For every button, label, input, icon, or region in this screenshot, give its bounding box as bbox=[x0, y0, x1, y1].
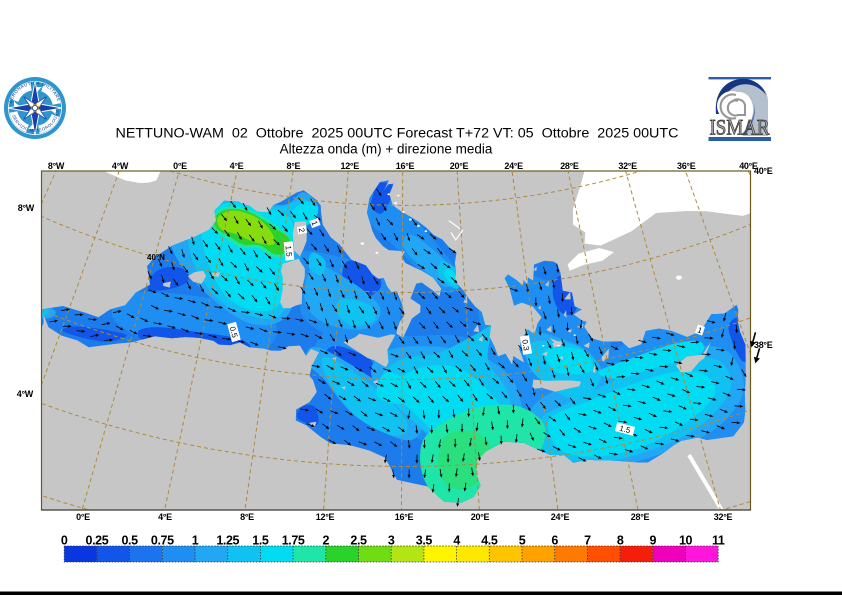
svg-text:1.5: 1.5 bbox=[284, 245, 294, 257]
svg-text:28°E: 28°E bbox=[631, 512, 650, 522]
svg-text:7: 7 bbox=[584, 534, 591, 548]
svg-text:0.5: 0.5 bbox=[122, 534, 139, 548]
svg-text:8°E: 8°E bbox=[287, 161, 301, 171]
svg-text:16°E: 16°E bbox=[396, 161, 415, 171]
svg-text:1.75: 1.75 bbox=[282, 534, 305, 548]
svg-text:28°E: 28°E bbox=[560, 161, 579, 171]
svg-text:0.25: 0.25 bbox=[86, 534, 109, 548]
svg-text:6: 6 bbox=[551, 534, 558, 548]
svg-text:36°E: 36°E bbox=[677, 161, 696, 171]
svg-text:1: 1 bbox=[192, 534, 199, 548]
svg-text:20°E: 20°E bbox=[471, 512, 490, 522]
svg-text:3.5: 3.5 bbox=[416, 534, 433, 548]
svg-text:1.25: 1.25 bbox=[216, 534, 239, 548]
svg-text:40°E: 40°E bbox=[754, 166, 773, 176]
svg-text:24°E: 24°E bbox=[551, 512, 570, 522]
svg-text:0°E: 0°E bbox=[173, 161, 187, 171]
svg-text:4: 4 bbox=[453, 534, 460, 548]
svg-text:1.5: 1.5 bbox=[252, 534, 269, 548]
svg-text:2.5: 2.5 bbox=[350, 534, 367, 548]
svg-text:0.75: 0.75 bbox=[151, 534, 174, 548]
svg-text:20°E: 20°E bbox=[450, 161, 469, 171]
svg-text:16°E: 16°E bbox=[395, 512, 414, 522]
svg-text:8°E: 8°E bbox=[240, 512, 254, 522]
svg-text:0: 0 bbox=[61, 534, 68, 548]
svg-text:4°E: 4°E bbox=[230, 161, 244, 171]
svg-text:8: 8 bbox=[617, 534, 624, 548]
svg-text:32°E: 32°E bbox=[714, 512, 733, 522]
svg-text:0.5: 0.5 bbox=[228, 326, 240, 340]
svg-text:40°N: 40°N bbox=[147, 253, 165, 262]
svg-text:12°E: 12°E bbox=[340, 161, 359, 171]
svg-text:32°E: 32°E bbox=[618, 161, 637, 171]
svg-text:9: 9 bbox=[650, 534, 657, 548]
svg-text:Altezza onda (m) + direzione m: Altezza onda (m) + direzione media bbox=[280, 142, 493, 157]
svg-text:4.5: 4.5 bbox=[481, 534, 498, 548]
svg-text:1.5: 1.5 bbox=[618, 424, 632, 436]
svg-text:8°W: 8°W bbox=[48, 161, 65, 171]
svg-text:2: 2 bbox=[323, 534, 330, 548]
svg-text:24°E: 24°E bbox=[504, 161, 523, 171]
svg-text:1: 1 bbox=[310, 220, 320, 228]
svg-text:0.3: 0.3 bbox=[520, 339, 531, 352]
svg-text:2: 2 bbox=[297, 227, 307, 233]
svg-text:0°E: 0°E bbox=[76, 512, 90, 522]
svg-text:4°W: 4°W bbox=[112, 161, 129, 171]
svg-text:ISMAR: ISMAR bbox=[710, 115, 770, 140]
svg-text:12°E: 12°E bbox=[316, 512, 335, 522]
svg-text:40°E: 40°E bbox=[739, 161, 758, 171]
svg-text:4°E: 4°E bbox=[158, 512, 172, 522]
svg-text:5: 5 bbox=[519, 534, 526, 548]
svg-text:8°W: 8°W bbox=[18, 203, 35, 213]
svg-text:3: 3 bbox=[388, 534, 395, 548]
svg-text:1: 1 bbox=[696, 325, 704, 335]
svg-text:4°W: 4°W bbox=[17, 389, 34, 399]
svg-text:10: 10 bbox=[679, 534, 693, 548]
svg-text:11: 11 bbox=[712, 534, 725, 548]
svg-text:NETTUNO-WAM 02 Ottobre 2025: NETTUNO-WAM 02 Ottobre 2025 00UTC Foreca… bbox=[116, 126, 679, 142]
svg-text:38°E: 38°E bbox=[754, 340, 773, 350]
